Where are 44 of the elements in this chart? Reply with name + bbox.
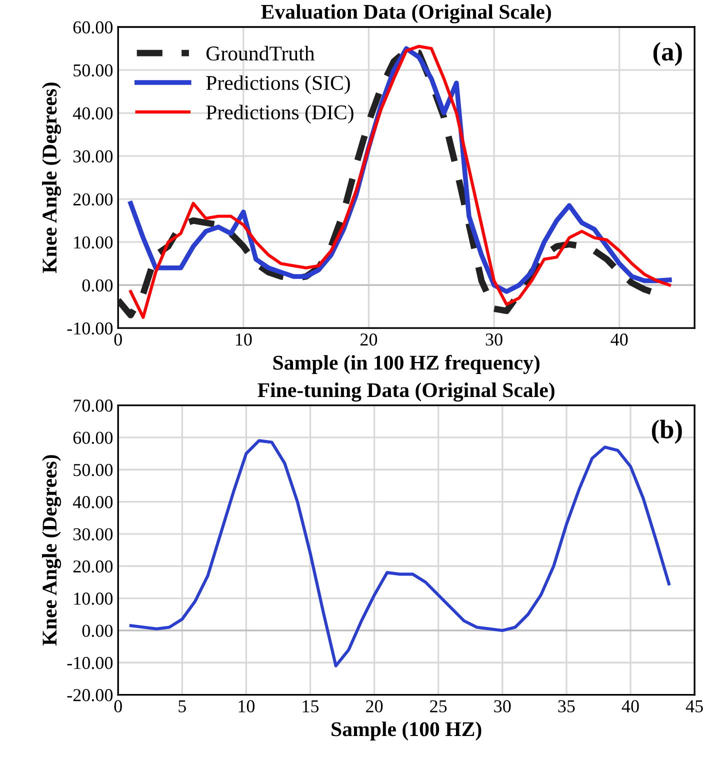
legend-label: Predictions (DIC): [206, 104, 354, 124]
x-tick-label: 10: [238, 700, 255, 712]
y-tick-label: 50.00: [74, 64, 113, 77]
x-tick-label: 45: [686, 700, 703, 712]
y-tick-label: 40.00: [72, 107, 113, 120]
y-tick-label: 30.00: [73, 150, 113, 163]
y-tick-label: 30.00: [73, 528, 113, 540]
y-tick-label: 10.00: [74, 592, 113, 605]
y-tick-label: 0.00: [82, 279, 113, 292]
x-tick-label: 10: [236, 333, 252, 346]
y-tick-label: 60.00: [73, 432, 113, 444]
x-tick-label: 30: [486, 333, 502, 346]
x-tick-label: 15: [302, 700, 319, 712]
x-tick-label: 0: [114, 700, 122, 712]
chart-title: Fine-tuning Data (Original Scale): [258, 382, 554, 402]
y-tick-label: 20.00: [73, 193, 113, 206]
x-tick-label: 20: [366, 700, 383, 712]
annotation: (a): [653, 42, 682, 66]
y-tick-label: 70.00: [74, 400, 113, 412]
x-axis-title: Sample (in 100 HZ frequency): [273, 354, 540, 374]
y-tick-label: -20.00: [67, 689, 113, 702]
x-tick-label: 40: [622, 700, 639, 712]
x-tick-label: 20: [360, 333, 378, 346]
chart-title: Evaluation Data (Original Scale): [261, 4, 551, 24]
legend-label: GroundTruth: [206, 46, 315, 61]
y-tick-label: 0.00: [82, 624, 113, 637]
y-tick-label: -10.00: [67, 656, 113, 670]
legend-label: Predictions (SIC): [206, 75, 350, 94]
y-tick-label: 10.00: [74, 236, 113, 249]
x-tick-label: 25: [430, 700, 447, 712]
x-tick-label: 0: [114, 333, 122, 346]
x-axis-title: Sample (100 HZ): [332, 722, 482, 740]
y-tick-label: 50.00: [74, 464, 113, 476]
annotation: (b): [652, 420, 682, 444]
y-tick-label: 20.00: [73, 560, 113, 573]
x-tick-label: 5: [178, 700, 186, 712]
y-axis-title: Knee Angle (Degrees): [42, 82, 62, 274]
y-tick-label: -10.00: [67, 322, 113, 335]
x-tick-label: 35: [558, 700, 575, 712]
y-tick-label: 40.00: [72, 496, 113, 508]
y-axis-title: Knee Angle (Degrees): [42, 455, 62, 646]
y-tick-label: 60.00: [73, 21, 113, 34]
x-tick-label: 30: [494, 700, 511, 712]
x-tick-label: 40: [610, 333, 628, 346]
